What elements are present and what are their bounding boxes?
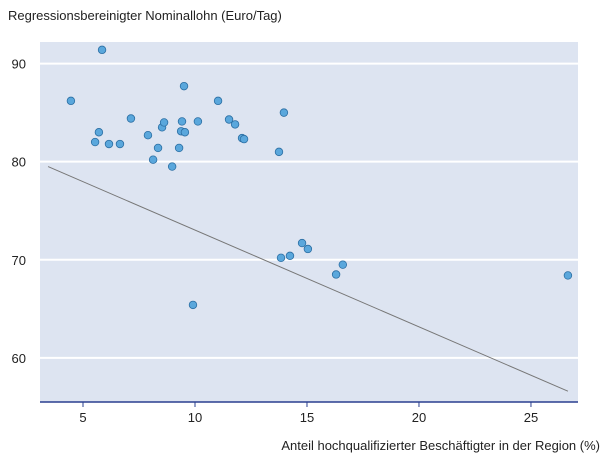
point [303,244,313,254]
y-tick-label: 70 [12,253,26,268]
x-tick-label: 25 [524,410,538,425]
point [213,96,223,106]
point [274,147,284,157]
point [279,108,289,117]
point [230,120,240,129]
point [224,115,234,124]
point [338,260,348,269]
x-tick-label: 20 [412,410,426,425]
point [90,137,100,147]
point [180,128,190,137]
point [94,128,104,137]
point [177,117,187,126]
trend-line [47,166,569,392]
point [148,155,158,164]
point [285,251,295,261]
x-tick-label: 15 [300,410,314,425]
point [159,118,169,127]
point [297,238,307,248]
y-axis-label: Regressionsbereinigter Nominallohn (Euro… [8,8,282,23]
point [66,96,76,106]
point [179,81,189,91]
point [563,271,573,280]
point [97,45,107,55]
point [193,117,203,126]
x-axis-label: Anteil hochqualifizierter Beschäftigter … [281,438,600,453]
point [167,162,177,171]
point [174,143,184,153]
x-tick-label: 10 [188,410,202,425]
y-tick-label: 80 [12,155,26,170]
plot-area [40,42,578,402]
x-tick-label: 5 [79,410,86,425]
point [115,139,125,149]
point [276,253,286,263]
point [188,300,198,310]
point [104,139,114,149]
point [239,134,249,144]
point [143,130,153,140]
point [331,270,341,279]
point [153,143,163,153]
y-tick-label: 90 [12,57,26,72]
point [126,114,136,123]
y-tick-label: 60 [12,351,26,366]
